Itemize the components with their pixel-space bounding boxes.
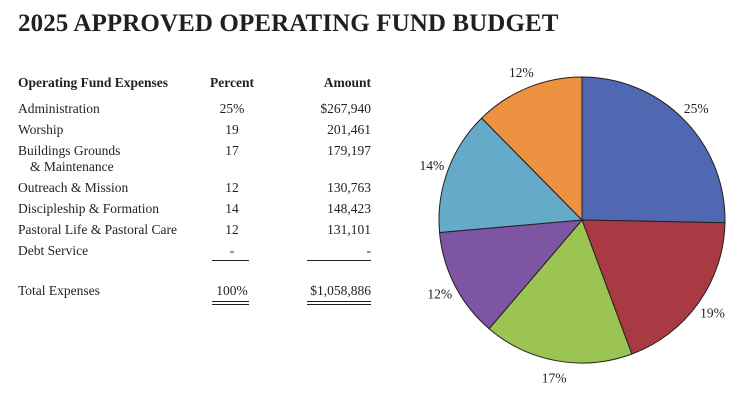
pie-slice xyxy=(439,219,584,330)
pie-slice xyxy=(488,219,633,364)
row-percent: 19 xyxy=(225,122,239,137)
row-amount: - xyxy=(366,243,372,258)
row-percent: 12 xyxy=(225,180,239,195)
pie-slice xyxy=(581,219,726,355)
row-amount: 131,101 xyxy=(327,222,371,237)
slice-label: 12% xyxy=(427,286,452,301)
page-title: 2025 APPROVED OPERATING FUND BUDGET xyxy=(18,10,559,37)
row-percent: 12 xyxy=(225,222,239,237)
row-percent: 17 xyxy=(225,143,239,158)
row-amount: 130,763 xyxy=(327,180,371,195)
row-label: Pastoral Life & Pastoral Care xyxy=(18,222,177,237)
total-percent: 100% xyxy=(216,283,248,298)
header-percent: Percent xyxy=(210,75,254,90)
percent-total-rule xyxy=(212,301,249,305)
slice-label: 14% xyxy=(419,158,444,173)
row-label: Worship xyxy=(18,122,64,137)
total-amount: $1,058,886 xyxy=(310,283,371,298)
row-label: Debt Service xyxy=(18,243,89,258)
row-amount: 148,423 xyxy=(327,201,371,216)
total-label: Total Expenses xyxy=(18,283,100,298)
pie-slice xyxy=(581,76,726,224)
row-label: Administration xyxy=(18,101,100,116)
row-label: Outreach & Mission xyxy=(18,180,129,195)
slice-label: 12% xyxy=(509,65,534,80)
slice-label: 17% xyxy=(542,371,567,386)
row-percent: - xyxy=(229,243,235,258)
header-category: Operating Fund Expenses xyxy=(18,75,169,90)
amount-total-rule xyxy=(307,301,371,305)
header-amount: Amount xyxy=(323,75,371,90)
row-amount: $267,940 xyxy=(320,101,371,116)
row-label-continued: & Maintenance xyxy=(30,159,114,174)
row-amount: 179,197 xyxy=(327,143,371,158)
row-label: Discipleship & Formation xyxy=(18,201,159,216)
row-percent: 25% xyxy=(219,101,245,116)
amount-subtotal-rule xyxy=(307,260,371,261)
row-amount: 201,461 xyxy=(327,122,371,137)
pie-slice xyxy=(480,76,583,222)
pie-slice xyxy=(438,117,584,234)
row-percent: 14 xyxy=(225,201,239,216)
slice-label: 25% xyxy=(684,101,709,116)
row-label: Buildings Grounds xyxy=(18,143,121,158)
percent-subtotal-rule xyxy=(212,260,249,261)
slice-label: 19% xyxy=(700,306,725,321)
